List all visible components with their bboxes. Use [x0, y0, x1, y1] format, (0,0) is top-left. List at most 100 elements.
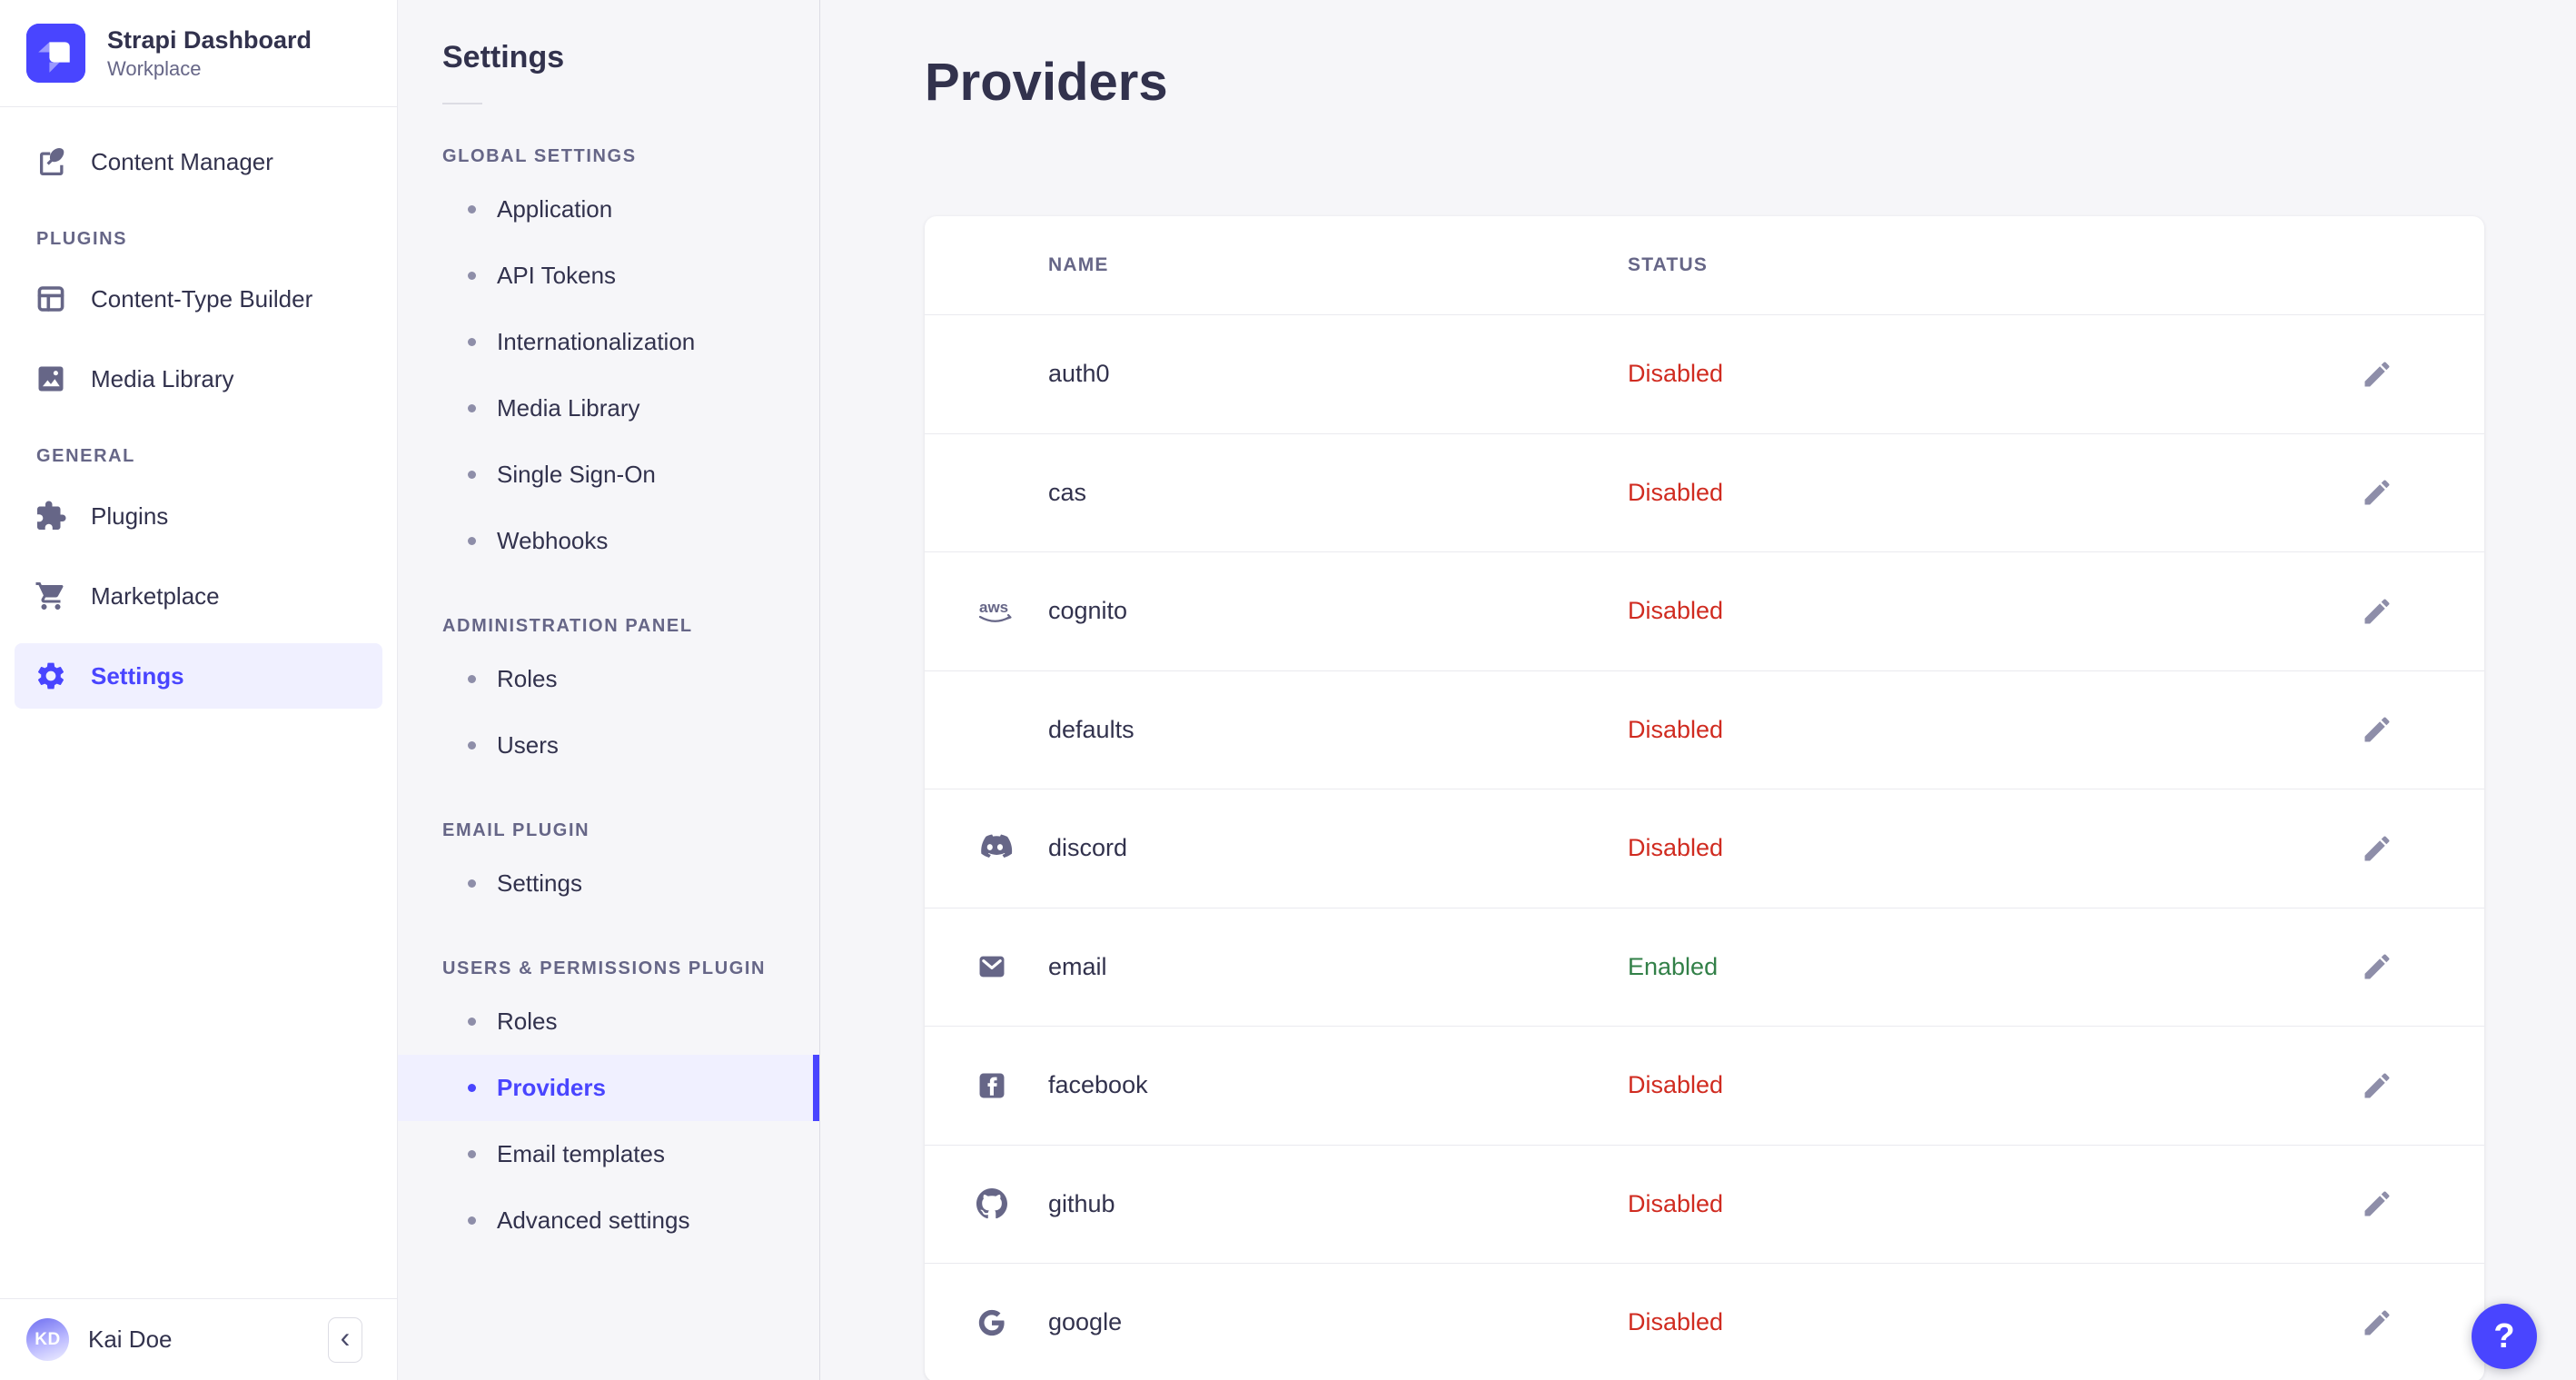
- subnav-item-email-templates[interactable]: Email templates: [398, 1121, 819, 1187]
- provider-status: Disabled: [1628, 1308, 1724, 1336]
- workspace-switcher[interactable]: Strapi Dashboard Workplace: [0, 0, 397, 107]
- provider-status: Disabled: [1628, 1189, 1724, 1217]
- edit-provider-button[interactable]: [2359, 711, 2395, 748]
- sidebar-item-label: Marketplace: [91, 581, 220, 610]
- provider-name: cas: [1048, 478, 1087, 506]
- provider-status: Disabled: [1628, 834, 1724, 862]
- subnav-item-media-library[interactable]: Media Library: [398, 375, 819, 442]
- provider-status: Enabled: [1628, 952, 1719, 980]
- provider-row-github: github Disabled: [925, 1144, 2484, 1264]
- sidebar-item-settings[interactable]: Settings: [15, 643, 382, 709]
- pencil-icon: [2361, 1069, 2393, 1102]
- subnav-item-settings[interactable]: Settings: [398, 850, 819, 917]
- subnav-item-label: Roles: [497, 665, 558, 692]
- subnav-item-label: Internationalization: [497, 328, 696, 355]
- bullet-icon: [468, 272, 476, 280]
- edit-provider-button[interactable]: [2359, 948, 2395, 985]
- provider-name: defaults: [1048, 715, 1134, 743]
- edit-provider-button[interactable]: [2359, 1067, 2395, 1104]
- settings-subnav: Settings GLOBAL SETTINGS Application API T…: [398, 0, 820, 1380]
- collapse-sidebar-button[interactable]: ‹: [328, 1316, 362, 1363]
- edit-provider-button[interactable]: [2359, 1305, 2395, 1341]
- subnav-item-label: Users: [497, 731, 559, 759]
- svg-text:aws: aws: [979, 599, 1008, 616]
- sidebar-item-media-library[interactable]: Media Library: [15, 346, 382, 412]
- subnav-item-label: Media Library: [497, 394, 640, 422]
- provider-name: discord: [1048, 834, 1128, 862]
- email-icon: [976, 951, 1048, 982]
- sidebar-section-label-plugins: PLUGINS: [36, 229, 128, 249]
- question-mark-icon: ?: [2493, 1316, 2515, 1355]
- provider-status: Disabled: [1628, 597, 1724, 625]
- subnav-item-providers[interactable]: Providers: [398, 1055, 819, 1121]
- subnav-item-label: Webhooks: [497, 527, 609, 554]
- subnav-section-label-email-plugin: EMAIL PLUGIN: [442, 820, 590, 840]
- pencil-icon: [2361, 713, 2393, 746]
- sidebar-item-label: Settings: [91, 661, 184, 690]
- sidebar-item-label: Media Library: [91, 364, 234, 392]
- subnav-item-roles[interactable]: Roles: [398, 988, 819, 1055]
- content-manager-icon: [35, 145, 67, 178]
- pencil-icon: [2361, 595, 2393, 628]
- provider-row-discord: discord Disabled: [925, 789, 2484, 908]
- brand-subtitle: Workplace: [107, 56, 202, 80]
- provider-row-email: email Enabled: [925, 907, 2484, 1027]
- sidebar-item-content-type-builder[interactable]: Content-Type Builder: [15, 266, 382, 332]
- subnav-item-label: Application: [497, 195, 613, 223]
- subnav-item-api-tokens[interactable]: API Tokens: [398, 243, 819, 309]
- help-button[interactable]: ?: [2472, 1304, 2537, 1369]
- subnav-item-advanced-settings[interactable]: Advanced settings: [398, 1187, 819, 1254]
- provider-name: google: [1048, 1308, 1123, 1336]
- subnav-item-webhooks[interactable]: Webhooks: [398, 508, 819, 574]
- bullet-icon: [468, 338, 476, 346]
- provider-status: Disabled: [1628, 715, 1724, 743]
- subnav-sections: GLOBAL SETTINGS Application API Tokens Inte…: [398, 146, 819, 1254]
- subnav-item-label: Single Sign-On: [497, 461, 656, 488]
- subnav-title: Settings: [442, 40, 565, 74]
- provider-name: cognito: [1048, 597, 1128, 625]
- github-icon: [976, 1188, 1048, 1219]
- table-header-row: NAME STATUS: [925, 216, 2484, 314]
- bullet-icon: [468, 879, 476, 888]
- avatar: KD: [26, 1318, 69, 1361]
- subnav-item-single-sign-on[interactable]: Single Sign-On: [398, 442, 819, 508]
- bullet-icon: [468, 741, 476, 750]
- subnav-item-roles[interactable]: Roles: [398, 646, 819, 712]
- edit-provider-button[interactable]: [2359, 356, 2395, 392]
- sidebar-item-label: Content Manager: [91, 147, 273, 175]
- provider-status: Disabled: [1628, 1071, 1724, 1099]
- subnav-section-label-administration-panel: ADMINISTRATION PANEL: [442, 616, 693, 636]
- bullet-icon: [468, 1084, 476, 1092]
- discord-icon: [976, 833, 1048, 864]
- pencil-icon: [2361, 358, 2393, 391]
- edit-provider-button[interactable]: [2359, 593, 2395, 630]
- brand-title: Strapi Dashboard: [107, 25, 312, 54]
- pencil-icon: [2361, 832, 2393, 865]
- provider-row-facebook: facebook Disabled: [925, 1026, 2484, 1145]
- sidebar-item-label: Content-Type Builder: [91, 284, 313, 313]
- edit-provider-button[interactable]: [2359, 474, 2395, 511]
- content-type-builder-icon: [35, 283, 67, 315]
- subnav-title-divider: [442, 103, 482, 104]
- marketplace-icon: [35, 580, 67, 612]
- provider-row-cas: cas Disabled: [925, 432, 2484, 552]
- subnav-section-label-global-settings: GLOBAL SETTINGS: [442, 146, 637, 166]
- sidebar-item-plugins[interactable]: Plugins: [15, 483, 382, 549]
- pencil-icon: [2361, 1306, 2393, 1339]
- bullet-icon: [468, 1216, 476, 1225]
- bullet-icon: [468, 1150, 476, 1158]
- subnav-item-label: API Tokens: [497, 262, 617, 289]
- edit-provider-button[interactable]: [2359, 830, 2395, 867]
- sidebar-nav: Content Manager PLUGINS Content-Type Build…: [0, 107, 397, 1298]
- column-header-name: NAME: [1048, 254, 1109, 275]
- brand-text: Strapi Dashboard Workplace: [107, 25, 312, 81]
- sidebar-item-marketplace[interactable]: Marketplace: [15, 563, 382, 629]
- subnav-item-users[interactable]: Users: [398, 712, 819, 779]
- sidebar-item-content-manager[interactable]: Content Manager: [15, 129, 382, 194]
- edit-provider-button[interactable]: [2359, 1186, 2395, 1222]
- provider-name: github: [1048, 1189, 1115, 1217]
- bullet-icon: [468, 471, 476, 479]
- subnav-item-application[interactable]: Application: [398, 176, 819, 243]
- main-content: Providers NAME STATUS auth0 Disabled cas Di…: [820, 0, 2576, 1380]
- subnav-item-internationalization[interactable]: Internationalization: [398, 309, 819, 375]
